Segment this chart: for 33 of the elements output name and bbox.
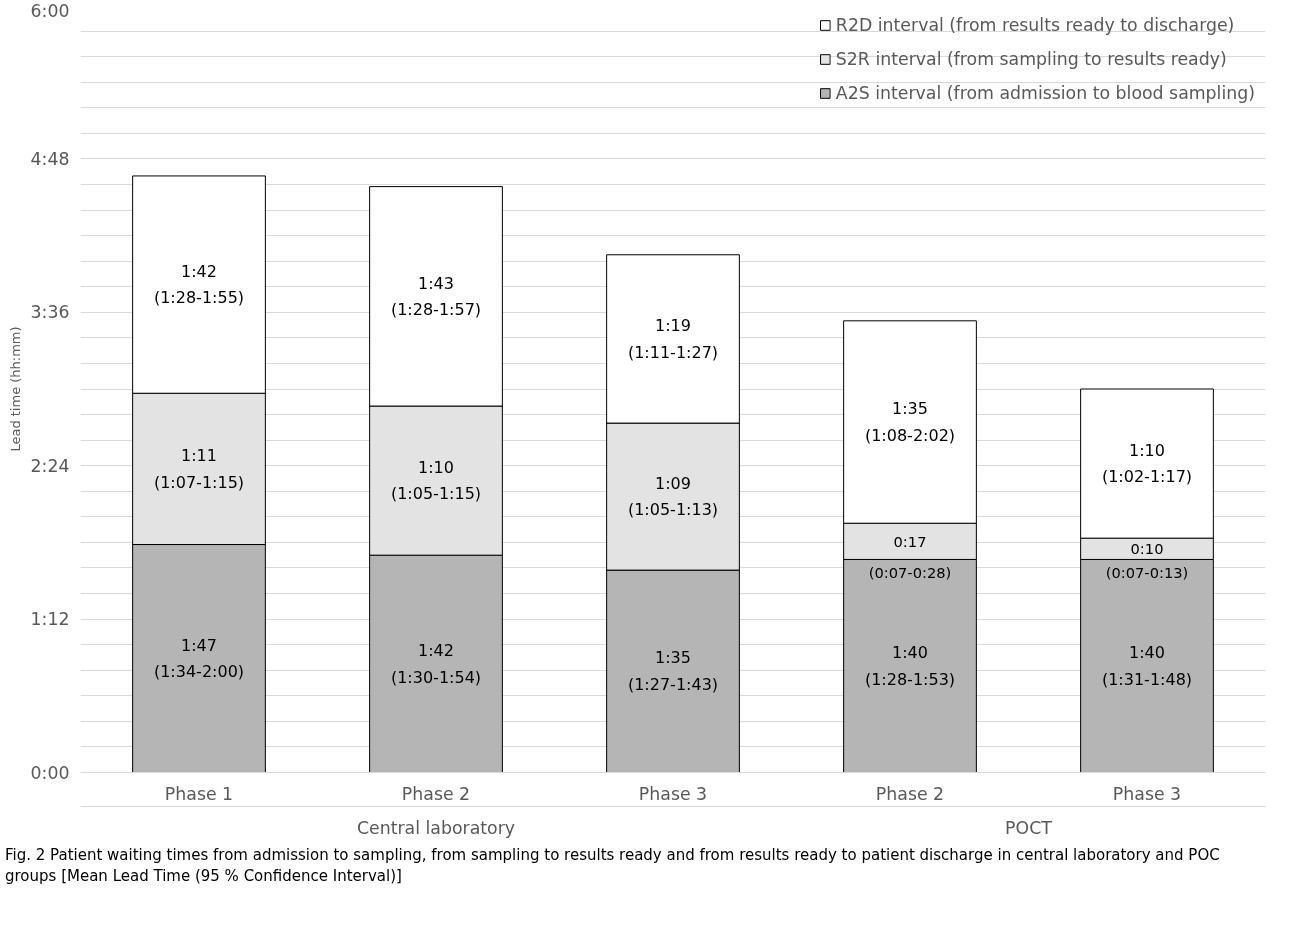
y-tick-label: 1:12: [30, 609, 70, 630]
x-tick-label: Phase 2: [875, 783, 945, 804]
x-tick-label: Phase 1: [164, 783, 234, 804]
data-label: 1:43 (1:28-1:57): [390, 273, 482, 320]
text: 0:17 (0:07-0:28): [868, 532, 952, 582]
data-label: 1:42 (1:28-1:55): [153, 261, 245, 308]
data-label: 1:19 (1:11-1:27): [627, 316, 719, 362]
text: POCT: [1005, 817, 1053, 838]
y-axis-title: Lead time (hh:mm): [7, 326, 23, 452]
y-tick-label: 6:00: [30, 0, 70, 21]
text: 0:10 (0:07-0:13): [1105, 540, 1189, 582]
x-tick-label: Phase 3: [638, 783, 708, 804]
data-label: 1:42 (1:30-1:54): [390, 641, 482, 687]
legend-label: R2D interval (from results ready to discharge): [835, 15, 1235, 35]
data-label: 1:47 (1:34-2:00): [153, 635, 245, 682]
y-tick-label: 4:48: [30, 148, 70, 169]
data-label: 1:10 (1:05-1:15): [390, 457, 482, 504]
data-label: 1:11 (1:07-1:15): [153, 446, 245, 492]
y-tick-label: 0:00: [30, 762, 70, 783]
legend-label: A2S interval (from admission to blood sampling): [835, 83, 1255, 103]
data-label: 1:40 (1:31-1:48): [1101, 643, 1193, 689]
text: Central laboratory: [356, 817, 516, 838]
data-label: 1:09 (1:05-1:13): [627, 473, 719, 520]
x-tick-label: Phase 2: [401, 783, 471, 804]
data-label: 1:10 (1:02-1:17): [1101, 440, 1193, 487]
x-tick-label: Phase 3: [1112, 783, 1182, 804]
y-tick-label: 2:24: [30, 455, 70, 476]
caption: Fig. 2 Patient waiting times from admission to sampling, from sampling to results ready and from results ready to patient discharge in central laboratory and POC groups [Mean Lead Time (95 % Confidence Interval)]: [5, 845, 1221, 888]
y-tick-label: 3:36: [30, 302, 70, 323]
data-label: 1:40 (1:28-1:53): [864, 643, 956, 689]
legend-label: S2R interval (from sampling to results ready): [835, 49, 1227, 69]
data-label: 1:35 (1:08-2:02): [864, 399, 956, 445]
data-label: 1:35 (1:27-1:43): [627, 648, 719, 695]
